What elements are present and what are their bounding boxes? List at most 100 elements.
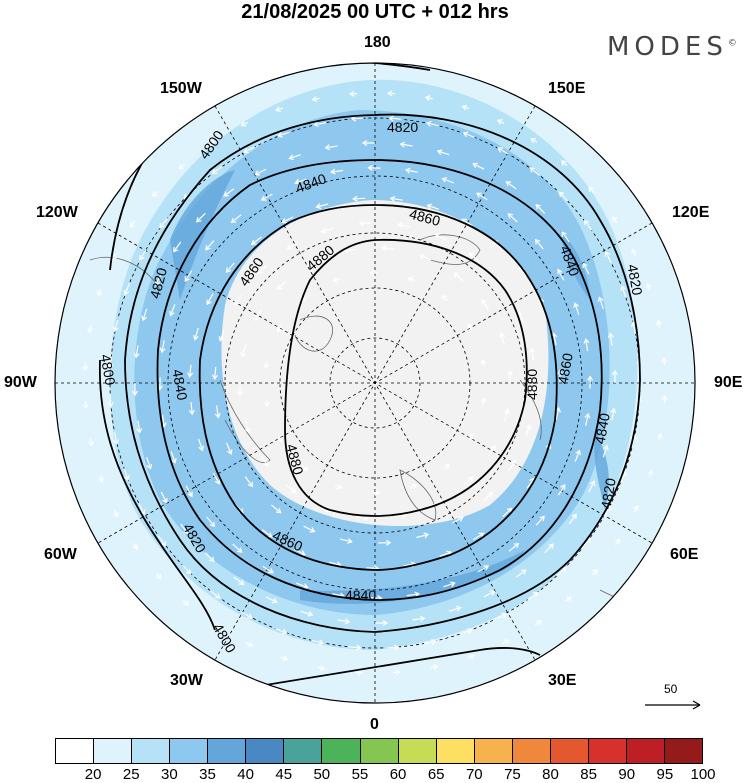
wind-arrow	[381, 245, 395, 252]
logo-mark: ©	[727, 38, 737, 49]
colorbar-swatch	[208, 739, 247, 763]
wind-arrow	[294, 178, 307, 185]
colorbar-swatch	[246, 739, 285, 763]
wind-arrow	[311, 96, 320, 102]
wind-arrow	[133, 345, 140, 359]
colorbar-tick-label: 70	[465, 766, 483, 783]
wind-arrow	[419, 254, 432, 261]
colorbar-tick-label: 45	[275, 766, 293, 783]
wind-arrow	[98, 475, 104, 483]
wind-arrow	[361, 139, 375, 147]
colorbar-swatch	[360, 739, 399, 763]
wind-arrow	[584, 219, 593, 231]
wind-arrow	[277, 131, 290, 138]
colorbar-swatch	[284, 739, 323, 763]
wind-arrow	[476, 192, 488, 201]
wind-arrow	[449, 605, 462, 612]
wind-arrow	[467, 654, 475, 660]
colorbar-swatch	[626, 739, 665, 763]
wind-arrow	[602, 444, 609, 458]
wind-arrow	[157, 535, 166, 547]
wind-arrow	[441, 295, 449, 302]
wind-arrow	[574, 449, 581, 462]
wind-arrow	[313, 121, 327, 128]
wind-arrow	[173, 241, 182, 253]
wind-arrow	[409, 483, 418, 490]
contour-label-4820-d: 4820	[598, 477, 619, 511]
wind-arrow	[386, 90, 396, 97]
wind-arrow	[129, 220, 136, 228]
wind-arrow	[123, 283, 131, 296]
wind-arrow	[502, 507, 513, 518]
wind-arrow	[497, 147, 509, 155]
wind-arrow	[584, 412, 591, 426]
wind-arrow	[463, 476, 474, 486]
colorbar-tick-label: 60	[389, 766, 407, 783]
wind-arrow	[226, 442, 233, 456]
wind-arrow	[472, 532, 485, 541]
wind-arrow	[558, 191, 569, 202]
colorbar	[55, 738, 703, 764]
wind-arrow	[561, 231, 570, 243]
wind-arrow	[661, 394, 668, 404]
wind-arrow	[587, 375, 594, 389]
colorbar-swatch	[436, 739, 475, 763]
wind-arrow	[436, 149, 450, 156]
wind-arrow	[337, 618, 351, 625]
wind-arrow	[211, 366, 218, 381]
wind-arrow	[647, 469, 654, 478]
colorbar-swatch	[170, 739, 209, 763]
wind-arrow	[407, 276, 416, 283]
wind-arrow	[184, 270, 193, 282]
wind-arrow	[232, 543, 243, 553]
wind-arrow	[206, 516, 215, 528]
wind-arrow	[170, 451, 177, 464]
wind-arrow	[557, 268, 565, 281]
wind-arrow	[392, 669, 402, 676]
wind-arrow	[301, 464, 309, 471]
wind-arrow	[416, 532, 430, 539]
colorbar-swatch	[94, 739, 133, 763]
wind-arrow	[462, 131, 475, 139]
wind-arrow	[375, 619, 389, 627]
wind-arrow	[443, 464, 450, 470]
wind-arrow	[182, 599, 190, 606]
wind-arrow	[426, 203, 440, 210]
wind-arrow	[453, 272, 464, 282]
wind-arrow	[508, 460, 516, 472]
wind-arrow	[188, 402, 195, 416]
wind-arrow	[132, 542, 138, 551]
colorbar-tick-label: 75	[504, 766, 521, 783]
wind-arrow	[88, 438, 94, 447]
wind-arrow	[434, 233, 447, 241]
wind-arrow	[160, 491, 168, 504]
wind-arrow	[661, 356, 668, 366]
lon-label-180: 180	[364, 34, 391, 51]
lon-label-120e: 120E	[672, 204, 710, 221]
wind-arrow	[452, 516, 464, 524]
lon-label-120w: 120W	[36, 204, 78, 221]
wind-arrow	[588, 480, 596, 493]
map-boundary	[54, 62, 696, 704]
wind-arrow	[277, 435, 283, 443]
wind-arrow	[262, 565, 274, 574]
wind-arrow	[254, 309, 262, 322]
wind-arrow	[230, 214, 242, 223]
wind-arrow	[178, 163, 185, 170]
wind-arrow	[610, 407, 617, 421]
wind-arrow	[607, 332, 614, 346]
wind-arrow	[583, 338, 590, 352]
wind-arrow	[334, 483, 343, 490]
wind-arrow	[508, 543, 520, 552]
colorbar-labels: 20 25 30 35 40 45 50 55 60 65 70 75 80 85 90 95 100	[0, 766, 750, 783]
wind-arrow	[354, 669, 364, 676]
colorbar-tick-label: 100	[690, 766, 716, 783]
wind-arrow	[240, 344, 247, 358]
wind-arrow	[467, 323, 473, 331]
graticule	[55, 63, 695, 703]
wind-arrow	[205, 240, 215, 251]
wind-arrow	[240, 121, 248, 127]
wind-arrow	[633, 504, 639, 513]
wind-arrow	[256, 265, 267, 275]
wind-arrow	[612, 215, 618, 224]
